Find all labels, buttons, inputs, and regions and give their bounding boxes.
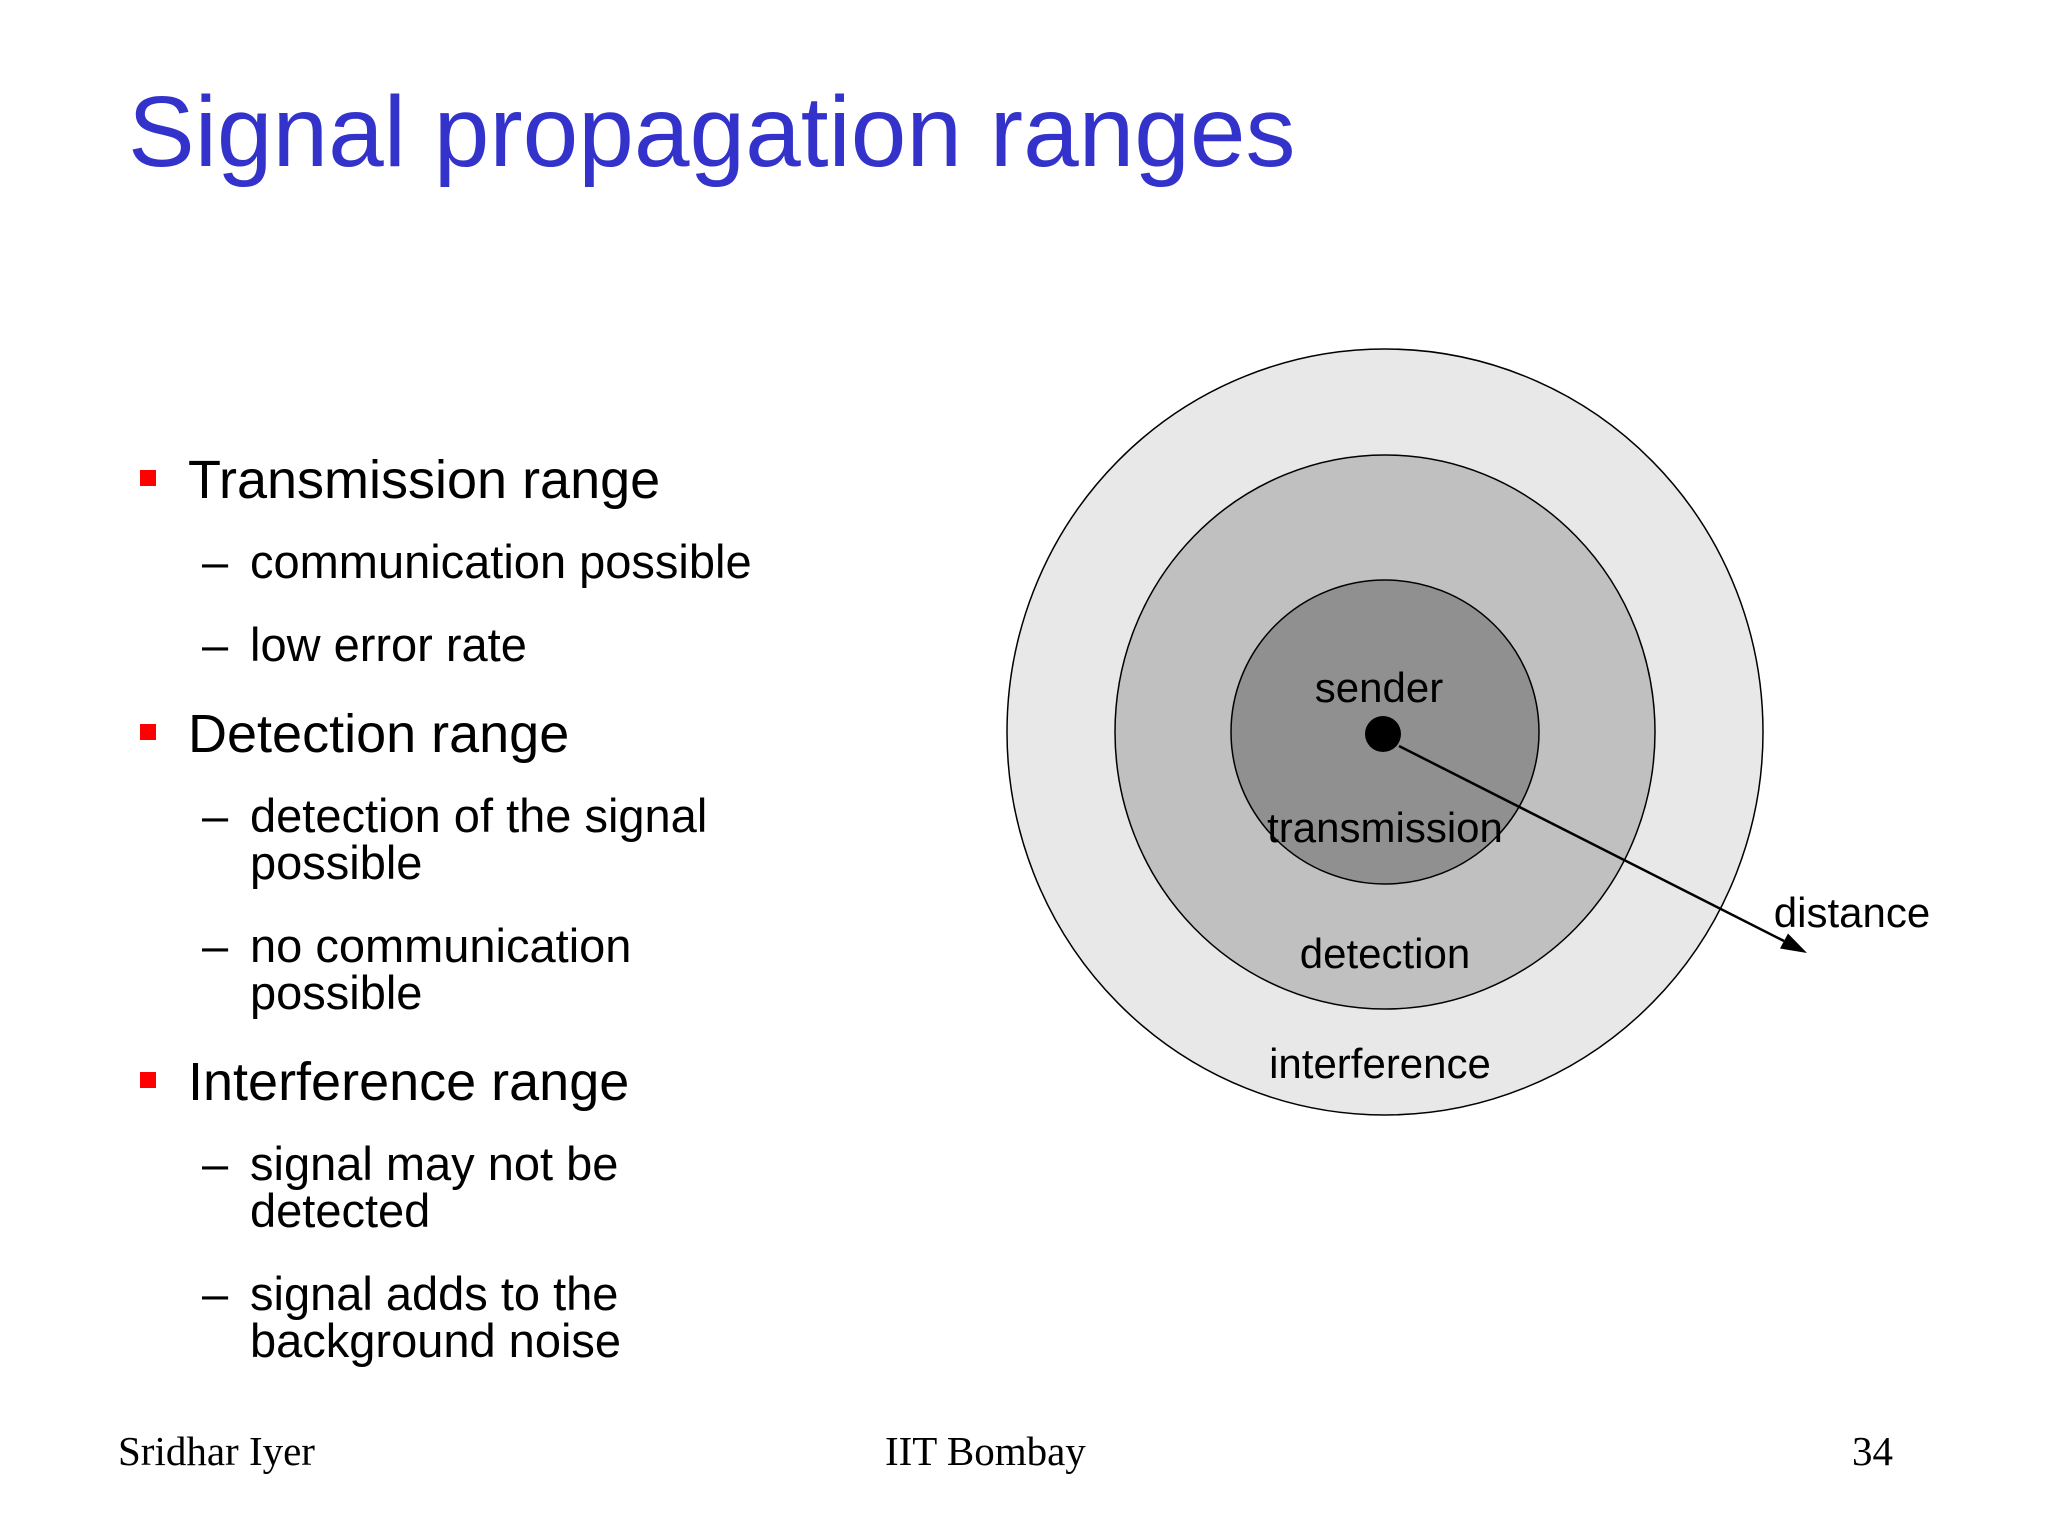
sub-bullet-text: signal adds to the background noise	[250, 1267, 622, 1367]
bullet-text: Interference range	[188, 1052, 630, 1112]
bullet-item-detection-range: Detection range	[130, 704, 770, 764]
sub-bullet-no-communication: – no communication possible	[202, 922, 770, 1016]
dash-bullet-icon: –	[202, 1267, 229, 1320]
footer-author: Sridhar Iyer	[118, 1428, 315, 1474]
red-square-bullet-icon	[140, 724, 156, 740]
footer-institution: IIT Bombay	[885, 1428, 1086, 1474]
footer-page-number: 34	[1852, 1428, 1893, 1474]
sender-dot-icon	[1365, 716, 1401, 752]
bullet-text: Transmission range	[188, 450, 661, 510]
sub-bullet-detection-of-signal: – detection of the signal possible	[202, 792, 770, 886]
sub-bullet-low-error-rate: – low error rate	[202, 621, 770, 668]
slide-footer: Sridhar Iyer IIT Bombay 34	[0, 1427, 2048, 1487]
bullet-item-transmission-range: Transmission range	[130, 450, 770, 510]
sender-label: sender	[1315, 664, 1443, 711]
sub-bullet-text: low error rate	[250, 618, 527, 671]
sub-bullet-text: no communication possible	[250, 919, 632, 1019]
sub-bullet-signal-not-detected: – signal may not be detected	[202, 1140, 770, 1234]
sub-bullet-communication-possible: – communication possible	[202, 538, 770, 585]
bullet-text: Detection range	[188, 704, 570, 764]
transmission-label: transmission	[1267, 804, 1503, 851]
detection-label: detection	[1300, 930, 1470, 977]
red-square-bullet-icon	[140, 470, 156, 486]
distance-label: distance	[1774, 889, 1930, 936]
sub-bullet-text: detection of the signal possible	[250, 789, 708, 889]
dash-bullet-icon: –	[202, 618, 229, 671]
distance-arrowhead-icon	[1780, 933, 1807, 953]
red-square-bullet-icon	[140, 1072, 156, 1088]
distance-arrow-line	[1398, 744, 1785, 943]
bullet-list: Transmission range – communication possi…	[130, 450, 770, 1400]
dash-bullet-icon: –	[202, 789, 229, 842]
interference-label: interference	[1269, 1040, 1491, 1087]
sub-bullet-text: signal may not be detected	[250, 1137, 619, 1237]
dash-bullet-icon: –	[202, 1137, 229, 1190]
sub-bullet-text: communication possible	[250, 535, 752, 588]
dash-bullet-icon: –	[202, 535, 229, 588]
bullet-item-interference-range: Interference range	[130, 1052, 770, 1112]
signal-range-diagram: sender transmission detection interferen…	[1006, 348, 1930, 1116]
sub-bullet-signal-adds-noise: – signal adds to the background noise	[202, 1270, 770, 1364]
dash-bullet-icon: –	[202, 919, 229, 972]
slide-title: Signal propagation ranges	[128, 76, 1296, 188]
